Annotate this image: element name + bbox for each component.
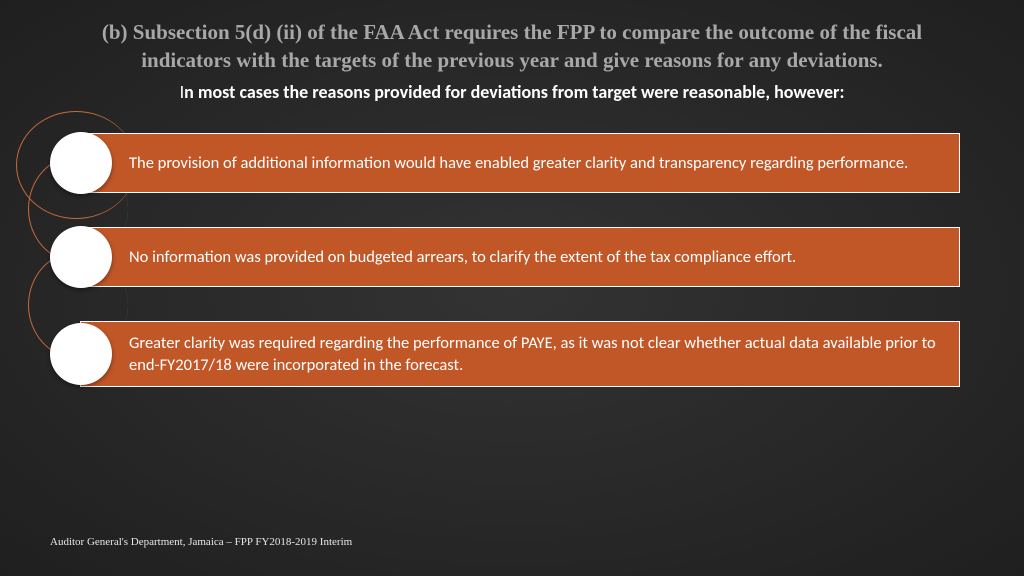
slide-subheading: In most cases the reasons provided for d…	[0, 79, 1024, 103]
item-bar: No information was provided on budgeted …	[80, 227, 960, 287]
list-item: No information was provided on budgeted …	[80, 227, 1024, 287]
content-area: The provision of additional information …	[0, 133, 1024, 388]
item-text: No information was provided on budgeted …	[129, 246, 796, 268]
slide-heading: (b) Subsection 5(d) (ii) of the FAA Act …	[0, 0, 1024, 79]
item-bar: The provision of additional information …	[80, 133, 960, 193]
item-bar: Greater clarity was required regarding t…	[80, 321, 960, 388]
item-text: The provision of additional information …	[129, 152, 908, 174]
list-item: The provision of additional information …	[80, 133, 1024, 193]
bullet-circle	[50, 323, 112, 385]
subheading-rest: n most cases the reasons provided for de…	[184, 81, 844, 103]
bullet-circle	[50, 132, 112, 194]
footer-text: Auditor General's Department, Jamaica – …	[50, 536, 352, 548]
item-text: Greater clarity was required regarding t…	[129, 332, 941, 377]
list-item: Greater clarity was required regarding t…	[80, 321, 1024, 388]
bullet-circle	[50, 226, 112, 288]
